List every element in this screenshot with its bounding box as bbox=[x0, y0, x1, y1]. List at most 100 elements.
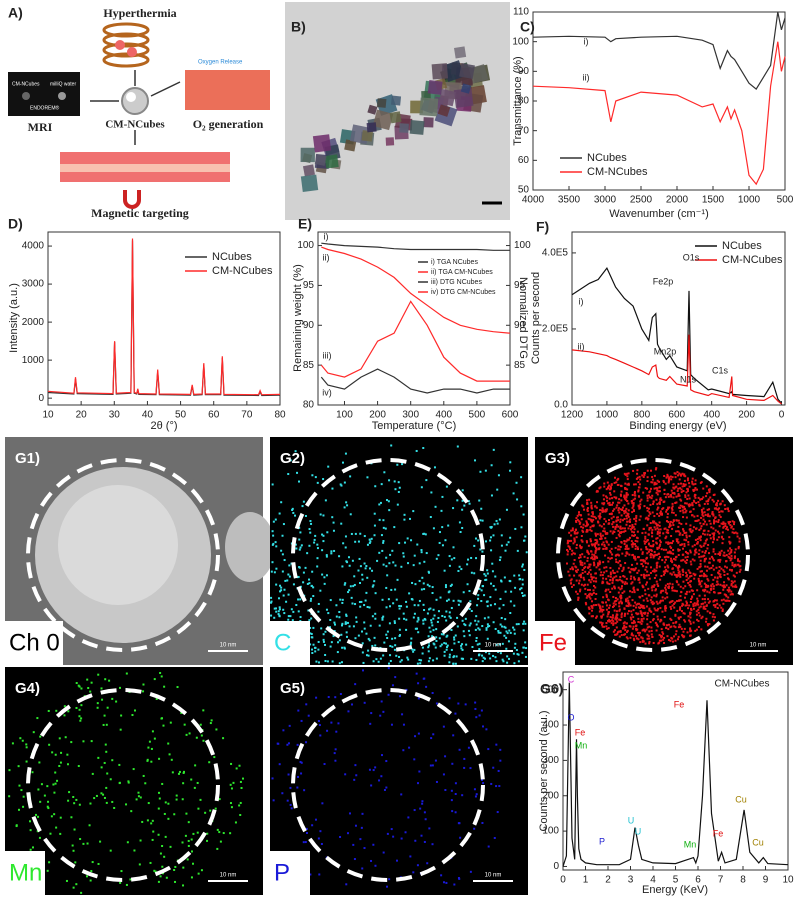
x-tick-label: 500 bbox=[777, 195, 794, 206]
map-dot bbox=[619, 563, 622, 566]
map-dot bbox=[240, 787, 243, 790]
map-dot bbox=[500, 580, 503, 583]
map-dot bbox=[636, 548, 639, 551]
map-dot bbox=[688, 528, 691, 531]
map-dot bbox=[671, 476, 674, 479]
map-dot bbox=[629, 604, 632, 607]
map-dot bbox=[645, 557, 648, 560]
map-dot bbox=[616, 478, 619, 481]
map-dot bbox=[483, 594, 486, 597]
map-dot bbox=[409, 855, 412, 858]
map-dot bbox=[595, 566, 598, 569]
map-dot bbox=[623, 590, 626, 593]
map-dot bbox=[416, 543, 419, 546]
map-dot bbox=[581, 561, 584, 564]
map-dot bbox=[598, 524, 601, 527]
scale-label: 10 nm bbox=[485, 873, 502, 879]
map-dot bbox=[418, 599, 421, 602]
map-dot bbox=[489, 657, 492, 660]
map-dot bbox=[592, 558, 595, 561]
map-dot bbox=[699, 544, 702, 547]
map-dot bbox=[566, 549, 569, 552]
map-dot bbox=[714, 604, 717, 607]
map-label: G3) bbox=[545, 450, 570, 467]
map-dot bbox=[689, 616, 692, 619]
map-dot bbox=[639, 621, 642, 624]
map-dot bbox=[419, 662, 422, 665]
map-dot bbox=[287, 742, 290, 745]
map-dot bbox=[191, 862, 194, 865]
map-dot bbox=[272, 520, 275, 523]
map-dot bbox=[724, 507, 727, 510]
map-dot bbox=[728, 568, 731, 571]
map-dot bbox=[199, 723, 202, 726]
map-dot bbox=[422, 619, 425, 622]
map-dot bbox=[678, 494, 681, 497]
map-dot bbox=[506, 632, 509, 635]
map-dot bbox=[199, 798, 202, 801]
map-dot bbox=[669, 639, 672, 642]
map-dot bbox=[598, 517, 601, 520]
map-dot bbox=[611, 497, 614, 500]
map-dot bbox=[578, 579, 581, 582]
map-dot bbox=[238, 804, 241, 807]
map-dot bbox=[581, 540, 584, 543]
map-dot bbox=[288, 564, 291, 567]
plot-frame bbox=[47, 231, 281, 406]
map-dot bbox=[347, 591, 350, 594]
map-dot bbox=[311, 824, 314, 827]
map-dot bbox=[490, 494, 493, 497]
annotation: Fe bbox=[713, 828, 724, 838]
map-dot bbox=[590, 518, 593, 521]
map-dot bbox=[625, 494, 628, 497]
map-dot bbox=[627, 513, 630, 516]
map-dot bbox=[717, 530, 720, 533]
map-dot bbox=[429, 607, 432, 610]
map-dot bbox=[690, 531, 693, 534]
map-dot bbox=[119, 881, 122, 884]
map-dot bbox=[647, 518, 650, 521]
map-dot bbox=[392, 602, 395, 605]
map-dot bbox=[395, 598, 398, 601]
vial-label: CM-NCubes bbox=[12, 81, 40, 87]
map-dot bbox=[643, 472, 646, 475]
map-dot bbox=[627, 509, 630, 512]
map-dot bbox=[653, 576, 656, 579]
map-dot bbox=[89, 879, 92, 882]
map-dot bbox=[672, 549, 675, 552]
map-dot bbox=[100, 687, 103, 690]
map-dot bbox=[647, 635, 650, 638]
map-dot bbox=[587, 544, 590, 547]
map-dot bbox=[591, 511, 594, 514]
map-dot bbox=[571, 566, 574, 569]
map-dot bbox=[90, 870, 93, 873]
map-dot bbox=[621, 508, 624, 511]
map-dot bbox=[182, 771, 185, 774]
map-dot bbox=[655, 553, 658, 556]
map-dot bbox=[504, 549, 507, 552]
map-dot bbox=[714, 576, 717, 579]
map-dot bbox=[602, 523, 605, 526]
map-dot bbox=[686, 555, 689, 558]
map-dot bbox=[509, 600, 512, 603]
map-dot bbox=[632, 525, 635, 528]
map-dot bbox=[633, 534, 636, 537]
map-dot bbox=[594, 534, 597, 537]
map-dot bbox=[719, 502, 722, 505]
map-dot bbox=[695, 501, 698, 504]
map-dot bbox=[666, 564, 669, 567]
map-dot bbox=[586, 550, 589, 553]
map-dot bbox=[345, 560, 348, 563]
map-dot bbox=[664, 569, 667, 572]
map-dot bbox=[75, 798, 78, 801]
map-dot bbox=[604, 547, 607, 550]
map-dot bbox=[361, 578, 364, 581]
map-dot bbox=[730, 549, 733, 552]
map-dot bbox=[667, 495, 670, 498]
map-dot bbox=[724, 593, 727, 596]
map-dot bbox=[484, 574, 487, 577]
map-dot bbox=[105, 723, 108, 726]
map-dot bbox=[709, 588, 712, 591]
map-dot bbox=[611, 501, 614, 504]
map-dot bbox=[722, 584, 725, 587]
